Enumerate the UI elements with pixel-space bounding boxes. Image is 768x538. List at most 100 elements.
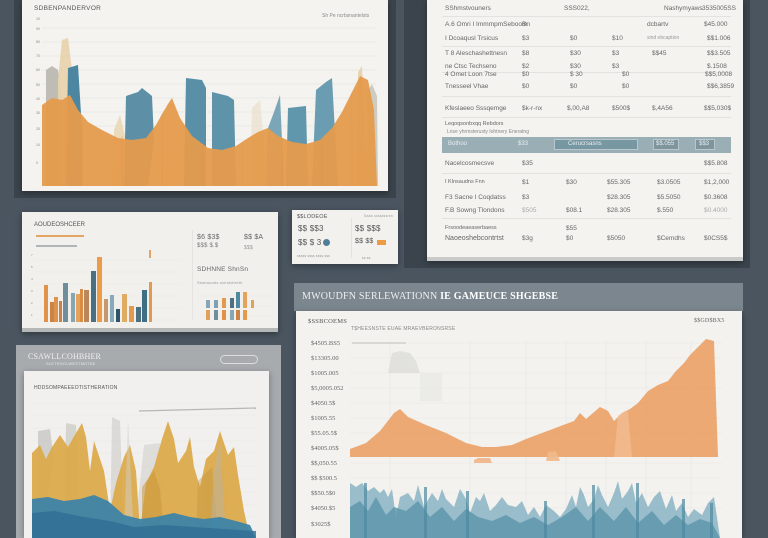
chart-legend: Sh Pe ncrbsnantelsts xyxy=(322,13,370,19)
bar-chart-panel: AOUDEOSHCEER 7 5 4 3 2 1 $6 $3$ xyxy=(22,212,278,332)
table-row[interactable]: Nacelcosmecsve $35 $$5.808 xyxy=(442,157,733,171)
table-cell: $$3.505 xyxy=(707,50,731,57)
section-caption-row: Lnse yhrmsterusty Iohtnery Eneratng xyxy=(442,126,733,140)
table-cell: Frsoodeaeaserbaess xyxy=(445,225,497,231)
svg-text:10: 10 xyxy=(36,143,40,147)
table-cell: Nacelcosmecsve xyxy=(445,160,495,167)
table-row[interactable]: ne Ctsc Techseno $2 $30 $3 $.1508 xyxy=(442,60,733,74)
table-row[interactable]: 4 Omet Loon 7tse $0 $ 30 $0 $$5,0008 xyxy=(442,68,733,82)
y-tick: $1005.55 xyxy=(311,415,336,422)
table-row[interactable]: A.6 Omri I ImmmpmSeboom Bn dcbartv $45.0… xyxy=(442,18,733,32)
bar-cell: $33 xyxy=(518,141,529,147)
table-cell: $30 xyxy=(570,63,581,70)
status-dot-blue xyxy=(323,239,330,246)
status-chip-orange xyxy=(377,240,386,245)
table-cell: F.B Sowng Tlondons xyxy=(445,207,505,214)
table-cell: $$5,0008 xyxy=(705,71,733,78)
kpi-value-right: $$ $$$ xyxy=(355,224,381,233)
table-cell: $0.3608 xyxy=(704,194,728,201)
panel-header-subtitle: SLETROCLWESTMSTEE xyxy=(46,361,96,366)
table-highlight-bar[interactable]: Bothoo $33 Cerucrsasns $$.055 $$3 xyxy=(442,137,731,153)
svg-text:2: 2 xyxy=(31,301,33,305)
main-chart-title-part2: IE GAMEUCE SHGEBSE xyxy=(440,291,559,302)
side-title: SDHNNE ShnSn xyxy=(197,266,249,273)
table-cell: $0 xyxy=(622,71,630,78)
y-tick: $13305.00 xyxy=(311,355,339,362)
table-cell: $,4A56 xyxy=(652,105,673,112)
panel-header-title: CSAWLLCOHBHER xyxy=(28,352,102,361)
table-cell: $ 30 xyxy=(570,71,583,78)
table-header-row: SShmstvouners SSS022, Nashymyaws 3535005… xyxy=(442,2,736,16)
table-cell: $k-r-nx xyxy=(522,105,543,112)
table-row[interactable]: I Klnsaudns Fnn $1 $30 $55.305 $3.0505 $… xyxy=(442,176,733,190)
table-header-cell: SSS022, xyxy=(564,5,590,12)
main-chart-title: MWOUDFN SERLEWATIONN IE GAMEUCE SHGEBSE xyxy=(302,291,558,302)
y-tick: $5,0005.052 xyxy=(311,385,344,392)
area-chart-panel-bottom-left: HDDSOMPAEEEOTISTHERATION xyxy=(24,371,269,538)
area-chart-top-left: 10 90 80 70 60 50 40 30 20 10 0 xyxy=(36,17,378,186)
kpi-sub: $$$ $.$ xyxy=(197,243,219,249)
table-cell: $,00,A8 xyxy=(567,105,590,112)
kpi-value-left-2: $$ $ 3 xyxy=(298,238,322,247)
table-cell: $.1508 xyxy=(707,63,727,70)
table-cell: $$1.006 xyxy=(707,35,731,42)
bar-cell: $$3 xyxy=(699,141,710,147)
table-row[interactable]: F.B Sowng Tlondons $505 $08.1 $28.305 $.… xyxy=(442,204,733,218)
y-tick: $4050.$5 xyxy=(311,505,336,512)
main-area-chart xyxy=(350,339,722,538)
table-cell: $.550 xyxy=(657,207,674,214)
table-cell: $3 xyxy=(612,50,620,57)
table-cell: $3.0505 xyxy=(657,179,681,186)
svg-text:10: 10 xyxy=(36,17,40,21)
table-cell: 4 Omet Loon 7tse xyxy=(445,71,497,78)
table-cell: A.6 Omri I ImmmpmSeboom xyxy=(445,21,528,28)
kpi-value-left: $$ $$3 xyxy=(298,224,324,233)
table-row[interactable]: T 8 Aleschashettnesn $8 $30 $3 $$45 $$3.… xyxy=(442,47,733,61)
table-row[interactable]: I Dcoaqusl Trsicus $3 $0 $10 sind ebcapt… xyxy=(442,32,733,46)
table-cell: $3 xyxy=(522,35,530,42)
y-tick: $$50.5$0 xyxy=(311,490,336,497)
bar-cell: Cerucrsasns xyxy=(568,141,602,147)
data-table-panel: SShmstvouners SSS022, Nashymyaws 3535005… xyxy=(427,0,743,261)
table-row[interactable]: Tnesseel Vhae $0 $0 $0 $$6,3859 xyxy=(442,80,734,94)
main-chart-panel: $SSBCOEMS T$HEESNSTE EUAE MRAEVBERONSRSE… xyxy=(296,311,742,538)
svg-text:90: 90 xyxy=(36,27,40,31)
table-cell: $0CS5$ xyxy=(704,235,728,242)
table-cell: $5050 xyxy=(607,235,626,242)
table-cell: $1 xyxy=(522,179,530,186)
table-cell: $$5,030$ xyxy=(704,105,732,112)
y-tick: $$ $500.5 xyxy=(311,475,337,482)
table-row[interactable]: Naoeoshebcontrtst $3g $0 $5050 $Cemdhs $… xyxy=(442,232,733,246)
svg-text:50: 50 xyxy=(36,83,40,87)
table-cell: Bn xyxy=(522,21,530,28)
table-row[interactable]: Kfeslaeeo Sssqemge $k-r-nx $,00,A8 $500$… xyxy=(442,102,733,116)
kpi-footer-right: $$ $$ xyxy=(362,256,371,260)
table-cell: $0 xyxy=(570,83,578,90)
table-cell: $0 xyxy=(570,35,578,42)
chart-title: HDDSOMPAEEEOTISTHERATION xyxy=(34,385,118,391)
y-tick: $1005.005 xyxy=(311,370,339,377)
table-cell: $500$ xyxy=(612,105,631,112)
table-row[interactable]: Frsoodeaeaserbaess $55 xyxy=(442,222,733,236)
table-cell: $28.305 xyxy=(607,207,631,214)
svg-text:4: 4 xyxy=(31,277,33,281)
section-label: Leqoqsonbxqq Rebdors xyxy=(445,121,504,127)
table-cell: $Cemdhs xyxy=(657,235,685,242)
table-cell: I Klnsaudns Fnn xyxy=(445,179,485,185)
kpi-subtitle: Saas sotaassrsh xyxy=(364,214,393,218)
bar-cell: Bothoo xyxy=(448,141,468,147)
table-cell: sind ebcaption xyxy=(647,35,680,41)
svg-text:40: 40 xyxy=(36,97,40,101)
table-row[interactable]: F3 Sacne I Coqdatss $3 $28.305 $5.5050 $… xyxy=(442,191,733,205)
panel-header-button[interactable] xyxy=(220,355,258,364)
svg-text:5: 5 xyxy=(31,265,33,269)
table-cell: $0 xyxy=(522,71,530,78)
kpi-title: $$LODEOE xyxy=(297,214,328,220)
section-label-row: Leqoqsonbxqq Rebdors xyxy=(442,118,733,132)
table-cell: $0 xyxy=(566,235,574,242)
table-header-cell: Nashymyaws xyxy=(664,5,703,12)
table-cell: Kfeslaeeo Sssqemge xyxy=(445,105,507,112)
y-tick: $4050.5$ xyxy=(311,400,336,407)
kpi-card[interactable]: $$LODEOE Saas sotaassrsh $$ $$3 $$ $ 3 $… xyxy=(292,210,398,264)
main-chart-header: MWOUDFN SERLEWATIONN IE GAMEUCE SHGEBSE xyxy=(294,283,743,311)
